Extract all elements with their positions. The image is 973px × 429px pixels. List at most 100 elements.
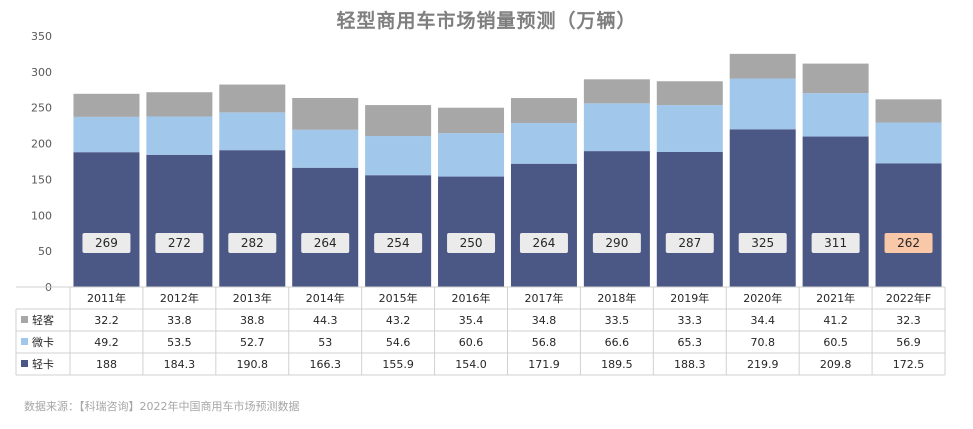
total-label-box [519, 233, 568, 253]
table-cell: 60.6 [459, 336, 484, 349]
x-tick-label: 2017年 [524, 291, 563, 305]
table-cell: 56.9 [896, 336, 921, 349]
total-label-box [155, 233, 204, 253]
y-tick-label: 300 [31, 66, 52, 79]
table-cell: 33.8 [167, 314, 192, 327]
table-cell: 70.8 [750, 336, 775, 349]
total-label-box [301, 233, 350, 253]
legend-swatch [21, 360, 28, 367]
total-label-box [374, 233, 423, 253]
legend-label: 轻卡 [32, 357, 54, 371]
table-cell: 49.2 [94, 336, 119, 349]
table-cell: 34.4 [750, 314, 775, 327]
y-tick-label: 150 [31, 173, 52, 186]
x-tick-label: 2022年F [886, 291, 931, 305]
bar-segment [510, 98, 577, 123]
total-label: 254 [387, 236, 410, 250]
bar-segment [875, 163, 942, 287]
bar-segment [146, 154, 213, 287]
bar-segment [365, 175, 432, 287]
table-cell: 35.4 [459, 314, 484, 327]
total-label: 264 [533, 236, 556, 250]
table-cell: 33.5 [605, 314, 630, 327]
total-label: 290 [605, 236, 628, 250]
y-tick-label: 200 [31, 138, 52, 151]
y-tick-label: 250 [31, 102, 52, 115]
legend-label: 轻客 [32, 313, 54, 327]
bar-segment [219, 84, 286, 113]
table-cell: 44.3 [313, 314, 338, 327]
bar-segment [510, 122, 577, 164]
bar-segment [73, 93, 140, 117]
bar-segment [656, 151, 723, 287]
table-cell: 172.5 [893, 358, 925, 371]
table-cell: 188 [96, 358, 117, 371]
legend-swatch [21, 338, 28, 345]
total-labels: 269 272 282 264 254 250 264 290 287 325 311 262 [82, 233, 933, 253]
bar-segment [802, 63, 869, 94]
table-cell: 34.8 [532, 314, 557, 327]
bar-segment [510, 163, 577, 287]
x-tick-label: 2020年 [743, 291, 782, 305]
bar-segment [438, 107, 505, 134]
table-cell: 56.8 [532, 336, 557, 349]
table-cell: 32.2 [94, 314, 119, 327]
bar-segment [656, 81, 723, 106]
bars [73, 53, 942, 287]
total-label: 311 [824, 236, 847, 250]
bar-segment [292, 97, 359, 130]
table-cell: 41.2 [823, 314, 848, 327]
total-label-box [884, 233, 933, 253]
total-label: 272 [168, 236, 191, 250]
bar-segment [802, 93, 869, 137]
total-label: 325 [751, 236, 774, 250]
bar-segment [656, 105, 723, 152]
legend-label: 微卡 [32, 335, 54, 349]
table-cell: 53 [318, 336, 332, 349]
bar-segment [729, 53, 796, 79]
bar-segment [292, 129, 359, 168]
table-cell: 154.0 [455, 358, 487, 371]
bar-segment [365, 105, 432, 137]
legend-swatch [21, 316, 28, 323]
bar-segment [219, 150, 286, 287]
x-tick-label: 2019年 [670, 291, 709, 305]
y-tick-label: 350 [31, 30, 52, 43]
table-cell: 38.8 [240, 314, 265, 327]
bar-segment [729, 78, 796, 130]
total-label-box [228, 233, 277, 253]
data-table: 2011年 2012年 2013年 2014年 2015年 2016年 2017年 2018年… [15, 286, 946, 376]
table-cell: 184.3 [164, 358, 196, 371]
bar-segment [729, 129, 796, 287]
table-cell: 171.9 [528, 358, 560, 371]
total-label: 287 [678, 236, 701, 250]
x-tick-label: 2018年 [597, 291, 636, 305]
bar-segment [875, 99, 942, 123]
y-tick-label: 100 [31, 209, 52, 222]
bar-segment [583, 103, 650, 152]
total-label-box [82, 233, 131, 253]
bar-segment [438, 176, 505, 287]
bar-segment [438, 133, 505, 177]
total-label-box [447, 233, 496, 253]
bar-segment [802, 136, 869, 287]
total-label: 262 [897, 236, 920, 250]
x-tick-label: 2015年 [379, 291, 418, 305]
total-label: 264 [314, 236, 337, 250]
x-tick-label: 2014年 [306, 291, 345, 305]
table-cell: 189.5 [601, 358, 633, 371]
y-axis: 050100150200250300350 [31, 30, 52, 294]
table-cell: 219.9 [747, 358, 779, 371]
table-cell: 32.3 [896, 314, 921, 327]
table-cell: 190.8 [237, 358, 269, 371]
bar-segment [875, 122, 942, 164]
y-tick-label: 50 [38, 245, 52, 258]
table-cell: 65.3 [678, 336, 703, 349]
bar-segment [292, 167, 359, 287]
table-cell: 33.3 [678, 314, 703, 327]
x-tick-label: 2016年 [452, 291, 491, 305]
source-note: 数据来源：【科瑞咨询】2022年中国商用车市场预测数据 [24, 400, 300, 413]
table-cell: 60.5 [823, 336, 848, 349]
total-label-box [592, 233, 641, 253]
